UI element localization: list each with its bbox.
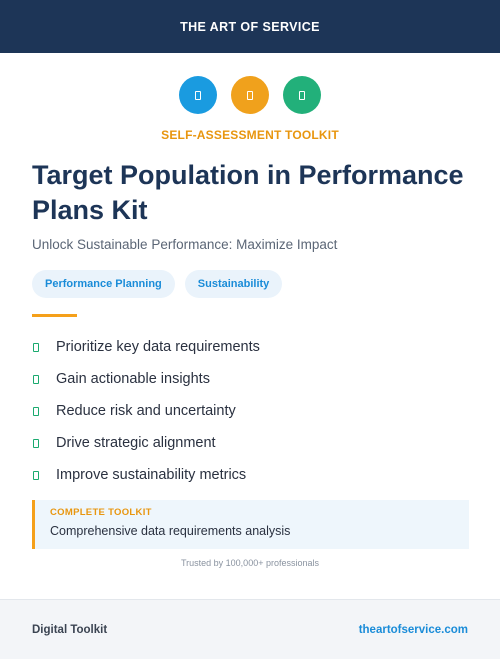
benefit-list: Prioritize key data requirements Gain ac… — [32, 331, 260, 491]
tag-sustainability[interactable]: Sustainability — [184, 270, 283, 298]
document-glyph-icon — [299, 90, 305, 100]
footer-bar: Digital Toolkit theartofservice.com — [0, 599, 500, 659]
tag-list: Performance Planning Sustainability — [32, 270, 283, 298]
check-icon — [33, 406, 39, 416]
footer-label: Digital Toolkit — [32, 623, 108, 636]
document-glyph-icon — [247, 90, 253, 100]
orange-badge-icon — [231, 76, 269, 114]
tag-performance-planning[interactable]: Performance Planning — [32, 270, 175, 298]
icon-row — [0, 76, 500, 114]
benefit-item: Drive strategic alignment — [32, 427, 260, 459]
check-icon — [33, 342, 39, 352]
accent-divider — [32, 314, 77, 317]
blue-badge-icon — [179, 76, 217, 114]
toolkit-callout: COMPLETE TOOLKIT Comprehensive data requ… — [32, 500, 469, 549]
callout-text: Comprehensive data requirements analysis — [50, 524, 291, 538]
check-icon — [33, 374, 39, 384]
check-icon — [33, 438, 39, 448]
benefit-text: Reduce risk and uncertainty — [56, 403, 236, 419]
website-link[interactable]: theartofservice.com — [358, 623, 468, 636]
green-badge-icon — [283, 76, 321, 114]
subtitle: Unlock Sustainable Performance: Maximize… — [32, 237, 338, 252]
check-icon — [33, 470, 39, 480]
page-title: Target Population in Performance Plans K… — [32, 160, 464, 225]
benefit-item: Prioritize key data requirements — [32, 331, 260, 363]
benefit-text: Gain actionable insights — [56, 371, 210, 387]
header-bar: THE ART OF SERVICE — [0, 0, 500, 53]
benefit-text: Prioritize key data requirements — [56, 339, 260, 355]
callout-label: COMPLETE TOOLKIT — [50, 507, 152, 518]
trusted-note: Trusted by 100,000+ professionals — [180, 558, 319, 568]
kicker-label: SELF-ASSESSMENT TOOLKIT — [161, 128, 339, 142]
benefit-text: Drive strategic alignment — [56, 435, 216, 451]
benefit-item: Reduce risk and uncertainty — [32, 395, 260, 427]
brand-title: THE ART OF SERVICE — [180, 19, 320, 34]
document-glyph-icon — [195, 90, 201, 100]
benefit-item: Gain actionable insights — [32, 363, 260, 395]
benefit-text: Improve sustainability metrics — [56, 467, 247, 483]
benefit-item: Improve sustainability metrics — [32, 459, 260, 491]
